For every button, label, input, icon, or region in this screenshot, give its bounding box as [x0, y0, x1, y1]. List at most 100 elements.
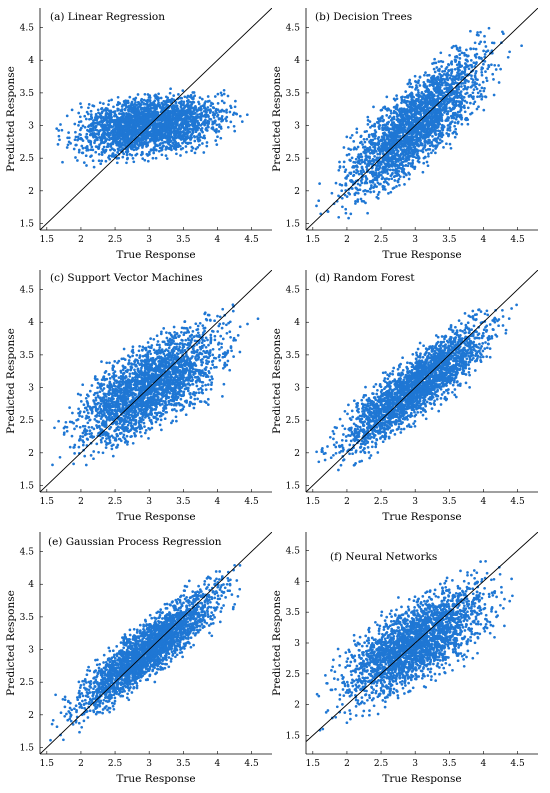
data-point	[474, 62, 478, 65]
data-point	[380, 173, 383, 177]
data-point	[125, 157, 129, 161]
data-point	[497, 64, 500, 67]
data-point	[136, 100, 140, 104]
data-point	[391, 126, 395, 130]
data-point	[381, 131, 385, 135]
data-point	[421, 96, 424, 100]
data-point	[164, 114, 168, 118]
data-point	[393, 110, 397, 114]
data-point	[92, 119, 95, 123]
data-point	[469, 59, 473, 62]
data-point	[411, 162, 414, 166]
data-point	[194, 117, 197, 121]
data-point	[378, 171, 381, 174]
data-point	[61, 160, 64, 164]
data-point	[187, 130, 190, 133]
data-point	[464, 92, 467, 96]
data-point	[423, 156, 427, 159]
data-point	[164, 122, 167, 126]
data-point	[186, 128, 190, 131]
data-point	[482, 62, 485, 66]
data-point	[172, 143, 176, 146]
data-point	[502, 32, 505, 36]
data-point	[375, 121, 379, 124]
data-point	[359, 135, 363, 139]
data-point	[490, 63, 493, 67]
data-point	[407, 116, 410, 119]
data-point	[193, 94, 197, 98]
data-point	[131, 143, 134, 147]
data-point	[130, 110, 134, 114]
data-point	[159, 96, 163, 100]
data-point	[373, 137, 377, 140]
data-point	[400, 101, 403, 105]
data-point	[107, 99, 111, 103]
data-point	[402, 127, 406, 131]
data-point	[404, 90, 408, 93]
data-point	[387, 177, 391, 181]
data-point	[66, 143, 70, 147]
data-point	[364, 201, 367, 205]
data-point	[387, 162, 390, 166]
y-tick-label: 1.5	[20, 219, 35, 229]
data-point	[437, 60, 441, 63]
data-point	[390, 165, 394, 168]
data-point	[453, 67, 457, 71]
data-point	[492, 78, 495, 81]
data-point	[110, 154, 114, 157]
data-point	[79, 133, 82, 137]
data-point	[469, 29, 472, 33]
data-point	[101, 148, 105, 151]
data-point	[85, 164, 88, 167]
data-point	[460, 116, 464, 119]
data-point	[178, 144, 182, 148]
data-point	[454, 81, 457, 85]
data-point	[226, 125, 230, 129]
data-point	[466, 106, 470, 110]
data-point	[168, 91, 172, 95]
data-point	[362, 137, 366, 141]
data-point	[202, 109, 206, 113]
data-point	[73, 138, 77, 142]
data-point	[384, 165, 388, 168]
data-point	[192, 109, 195, 113]
data-point	[225, 119, 228, 123]
data-point	[407, 171, 410, 175]
data-point	[191, 146, 195, 150]
data-point	[146, 144, 149, 147]
data-point	[233, 105, 237, 109]
data-point	[105, 117, 109, 120]
data-point	[154, 116, 157, 119]
data-point	[104, 148, 108, 152]
data-point	[436, 95, 440, 98]
data-point	[172, 147, 176, 150]
data-point	[108, 121, 112, 125]
data-point	[460, 51, 464, 55]
data-point	[431, 95, 434, 98]
data-point	[396, 114, 400, 117]
data-point	[190, 149, 193, 153]
data-point	[424, 110, 428, 114]
data-point	[475, 52, 479, 56]
data-point	[136, 107, 139, 111]
data-point	[372, 185, 376, 189]
data-point	[361, 143, 364, 146]
data-point	[356, 191, 360, 195]
data-point	[360, 199, 364, 203]
data-point	[146, 122, 149, 126]
data-point	[454, 117, 458, 121]
data-point	[87, 106, 90, 110]
data-point	[160, 147, 164, 151]
data-point	[191, 118, 195, 121]
data-point	[202, 151, 206, 154]
data-point	[432, 87, 436, 91]
data-point	[98, 115, 101, 119]
data-point	[460, 71, 463, 75]
data-point	[190, 132, 194, 136]
data-point	[198, 96, 202, 99]
data-point	[349, 136, 352, 140]
data-point	[122, 134, 126, 138]
data-point	[458, 46, 462, 50]
data-point	[232, 124, 236, 128]
data-point	[383, 188, 387, 191]
